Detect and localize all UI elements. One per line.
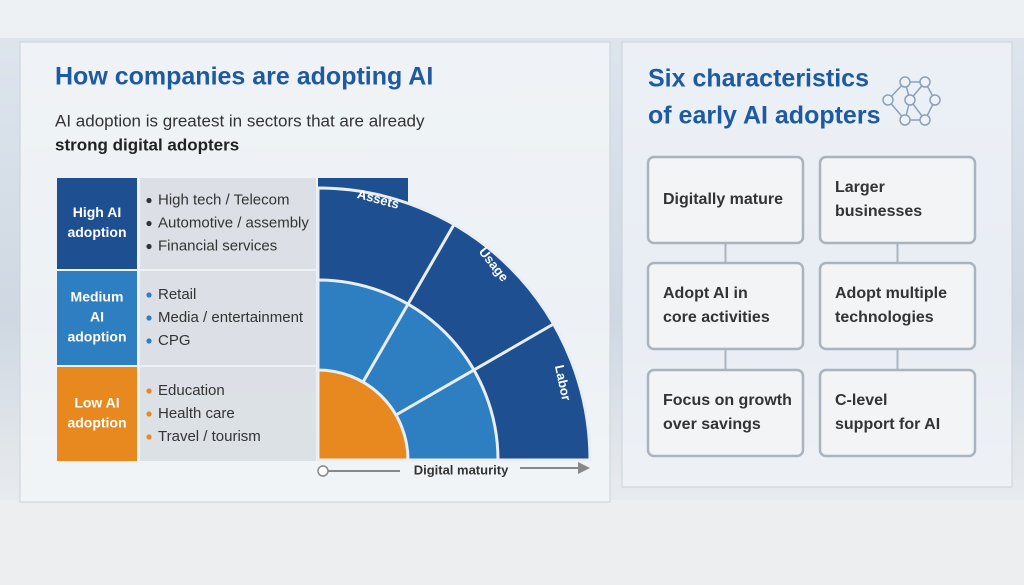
icon-node [904, 94, 916, 106]
row-label-box [57, 367, 137, 461]
bullet [146, 243, 152, 250]
axis-origin [317, 465, 329, 477]
row-label: adoption [67, 224, 126, 240]
row-label: adoption [67, 415, 126, 431]
characteristic-box [646, 261, 805, 351]
right-title: of early AI adopters [648, 102, 880, 130]
row-label-box [57, 178, 137, 269]
characteristic-text: technologies [835, 309, 934, 326]
row-item: CPG [158, 332, 191, 349]
network-icon [882, 76, 941, 126]
characteristic-text: Digitally mature [663, 191, 783, 208]
row-item: Retail [158, 286, 196, 303]
row-items-box [140, 271, 316, 365]
axis-arrow [578, 462, 590, 474]
bullet [146, 411, 152, 417]
characteristic-text: C-level [835, 392, 887, 409]
icon-node [919, 114, 931, 126]
ring-divider [361, 223, 456, 383]
characteristic-box [818, 368, 977, 458]
row-label-box [57, 271, 137, 365]
bullet [146, 434, 152, 440]
characteristic-box [818, 155, 977, 245]
bullet [146, 388, 152, 394]
row-item: Financial services [158, 237, 277, 254]
ceiling [0, 0, 1024, 38]
characteristic-box [818, 261, 977, 351]
row-label: Medium [71, 289, 124, 305]
subtitle: AI adoption is greatest in sectors that … [55, 111, 425, 130]
characteristic-text: core activities [663, 309, 770, 326]
row-item: Health care [158, 405, 235, 422]
icon-node [919, 76, 931, 88]
characteristic-text: support for AI [835, 416, 940, 433]
row-label: adoption [67, 329, 126, 345]
row-item: Automotive / assembly [158, 214, 309, 231]
bullet [146, 197, 152, 204]
characteristic-box [646, 155, 805, 245]
row-label: AI [90, 309, 104, 325]
row-label: High AI [73, 204, 121, 220]
content: How companies are adopting AI AI adoption… [55, 63, 977, 477]
icon-node [882, 94, 894, 106]
bullet [146, 220, 152, 227]
bullet [146, 292, 152, 298]
table-surface [0, 500, 1024, 585]
right-title: Six characteristics [648, 65, 869, 93]
row-item: High tech / Telecom [158, 191, 289, 208]
row-items-box [140, 367, 316, 461]
icon-node [899, 114, 911, 126]
ring-divider [395, 322, 555, 417]
characteristic-text: Focus on growth [663, 392, 792, 409]
title: How companies are adopting AI [55, 63, 433, 91]
characteristic-text: Adopt multiple [835, 285, 947, 302]
row-item: Travel / tourism [158, 428, 261, 445]
icon-node [929, 94, 941, 106]
arc-label: Labor [552, 364, 574, 402]
ring [316, 368, 410, 462]
characteristic-box [646, 368, 805, 458]
characteristic-text: Larger [835, 179, 885, 196]
row-label: Low AI [74, 395, 119, 411]
axis-label: Digital maturity [414, 462, 509, 477]
bullet [146, 315, 152, 321]
row-items-box [140, 178, 316, 269]
bullet [146, 338, 152, 344]
row-item: Media / entertainment [158, 309, 304, 326]
row-item: Education [158, 382, 225, 399]
characteristic-text: Adopt AI in [663, 285, 748, 302]
subtitle-bold: strong digital adopters [55, 135, 239, 154]
icon-node [899, 76, 911, 88]
characteristic-text: over savings [663, 416, 761, 433]
characteristic-text: businesses [835, 203, 922, 220]
